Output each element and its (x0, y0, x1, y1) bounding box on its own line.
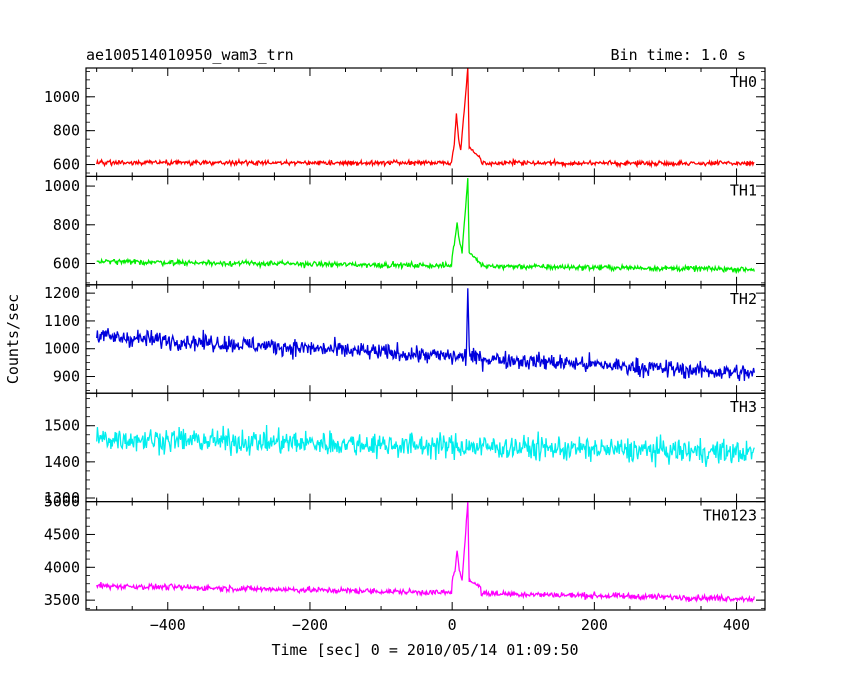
panel-th1: 600 800 1000 TH1 (44, 175, 766, 286)
panel-th0123: 3500 4000 4500 5000 TH0123 (44, 493, 766, 611)
bin-time-label: Bin time: 1.0 s (611, 46, 746, 64)
x-tick-label: 200 (581, 616, 608, 634)
y-tick-label: 1100 (44, 312, 80, 330)
x-tick-label: −400 (150, 616, 186, 634)
x-tick-label: −200 (292, 616, 328, 634)
y-tick-label: 1400 (44, 453, 80, 471)
y-tick-label: 600 (53, 255, 80, 273)
y-tick-label: 1500 (44, 417, 80, 435)
y-tick-label: 800 (53, 122, 80, 140)
y-tick-label: 4500 (44, 525, 80, 543)
series-name-th2: TH2 (730, 290, 757, 308)
y-tick-label: 3500 (44, 591, 80, 609)
panel-frame (85, 501, 766, 611)
y-tick-label: 600 (53, 156, 80, 174)
series-line-th0123 (96, 501, 755, 604)
panels-group: 600 800 1000 TH0 600 800 1000 TH1 900 1000 1100 120… (44, 67, 766, 611)
series-line-th0 (96, 68, 755, 169)
x-axis: −400 −200 0 200 400 (150, 616, 750, 634)
y-tick-label: 1000 (44, 177, 80, 195)
x-tick-label: 0 (448, 616, 457, 634)
y-axis-label: Counts/sec (4, 294, 22, 384)
series-name-th3: TH3 (730, 398, 757, 416)
x-tick-label: 400 (723, 616, 750, 634)
panel-th3: 1300 1400 1500 TH3 (44, 392, 766, 507)
y-tick-label: 800 (53, 216, 80, 234)
y-tick-label: 900 (53, 368, 80, 386)
y-tick-label: 1200 (44, 284, 80, 302)
series-name-th0: TH0 (730, 73, 757, 91)
x-axis-label: Time [sec] 0 = 2010/05/14 01:09:50 (271, 641, 578, 659)
series-name-th0123: TH0123 (703, 507, 757, 525)
series-name-th1: TH1 (730, 181, 757, 199)
y-tick-label: 4000 (44, 558, 80, 576)
series-line-th1 (96, 178, 755, 275)
panel-th0: 600 800 1000 TH0 (44, 67, 766, 178)
y-tick-label: 1000 (44, 340, 80, 358)
y-tick-label: 1300 (44, 489, 80, 507)
y-tick-label: 5000 (44, 493, 80, 511)
y-tick-label: 1000 (44, 88, 80, 106)
panel-th2: 900 1000 1100 1200 TH2 (44, 284, 766, 394)
series-line-th3 (96, 424, 755, 468)
chart-title: ae100514010950_wam3_trn (86, 46, 294, 64)
series-line-th2 (96, 288, 755, 382)
